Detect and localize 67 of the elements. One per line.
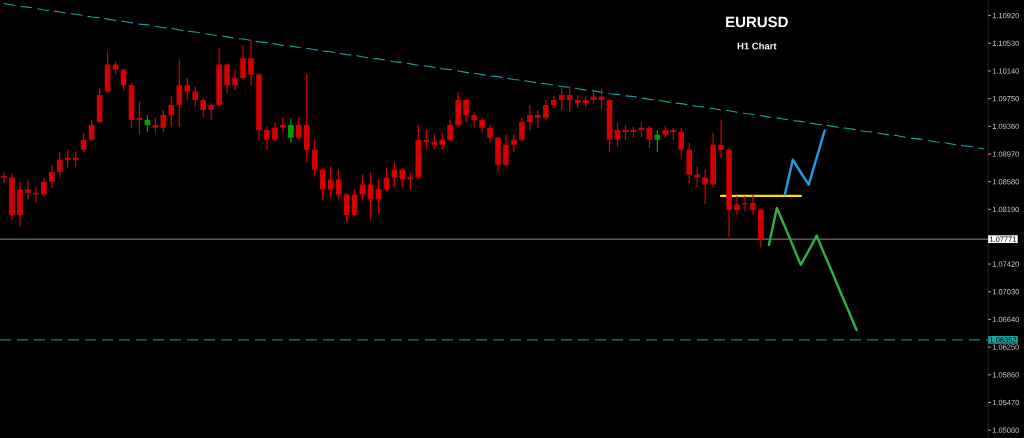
candlestick xyxy=(566,86,573,113)
candlestick xyxy=(351,189,358,217)
candlestick xyxy=(311,139,318,177)
candlestick xyxy=(742,195,748,212)
candlestick xyxy=(495,137,501,173)
candlestick xyxy=(200,97,206,118)
candlestick xyxy=(527,105,533,130)
candlestick xyxy=(758,207,764,248)
candlestick xyxy=(41,177,47,196)
candlestick xyxy=(216,47,222,108)
candlestick xyxy=(264,127,270,150)
candlestick xyxy=(72,151,79,167)
candlestick xyxy=(192,86,199,108)
candlestick xyxy=(455,91,461,128)
candlestick xyxy=(343,193,350,222)
candlestick xyxy=(535,110,541,128)
candlestick xyxy=(550,95,557,108)
candlestick xyxy=(303,73,310,163)
candlestick xyxy=(280,117,286,133)
candlestick xyxy=(49,164,55,189)
candlestick xyxy=(383,167,390,192)
text: H1 Chart xyxy=(737,42,777,50)
candlestick xyxy=(471,112,477,128)
candlestick xyxy=(152,117,159,133)
candlestick xyxy=(726,147,732,238)
candlestick xyxy=(431,134,438,150)
candlestick xyxy=(606,97,613,153)
candlestick xyxy=(519,117,525,142)
candlestick xyxy=(1,171,7,184)
candlestick xyxy=(56,151,63,178)
candlestick xyxy=(296,117,302,140)
candlestick xyxy=(25,179,31,200)
candlestick xyxy=(64,149,71,168)
candlestick xyxy=(487,124,493,142)
candlestick xyxy=(208,102,214,120)
candlestick xyxy=(503,134,509,167)
line-series xyxy=(767,206,858,332)
candlestick xyxy=(272,122,278,142)
candlestick xyxy=(288,118,294,143)
candlestick xyxy=(718,119,724,158)
candlestick xyxy=(463,97,469,123)
candlestick xyxy=(479,117,485,133)
candlestick xyxy=(702,169,708,205)
candlestick xyxy=(184,78,191,101)
candlestick xyxy=(686,142,693,184)
candlestick xyxy=(9,173,15,221)
candlestick xyxy=(710,132,716,189)
candlestick xyxy=(734,195,740,216)
candlestick xyxy=(543,100,549,120)
candlestick xyxy=(232,69,238,91)
candlestick xyxy=(248,39,254,86)
candlestick xyxy=(240,44,246,80)
candlestick xyxy=(319,167,326,200)
candlestick xyxy=(423,129,430,150)
candlestick xyxy=(256,73,262,140)
candlestick xyxy=(558,88,565,111)
candlestick xyxy=(447,119,453,142)
candlestick xyxy=(439,132,446,150)
candlestick xyxy=(511,134,517,152)
candlestick xyxy=(407,172,414,190)
candlestick xyxy=(17,181,23,227)
candlestick xyxy=(176,59,183,128)
candlestick xyxy=(670,127,677,140)
text: EURUSD xyxy=(726,16,788,28)
candlestick xyxy=(678,127,685,157)
candlestick xyxy=(750,194,756,216)
candlestick xyxy=(224,63,230,93)
